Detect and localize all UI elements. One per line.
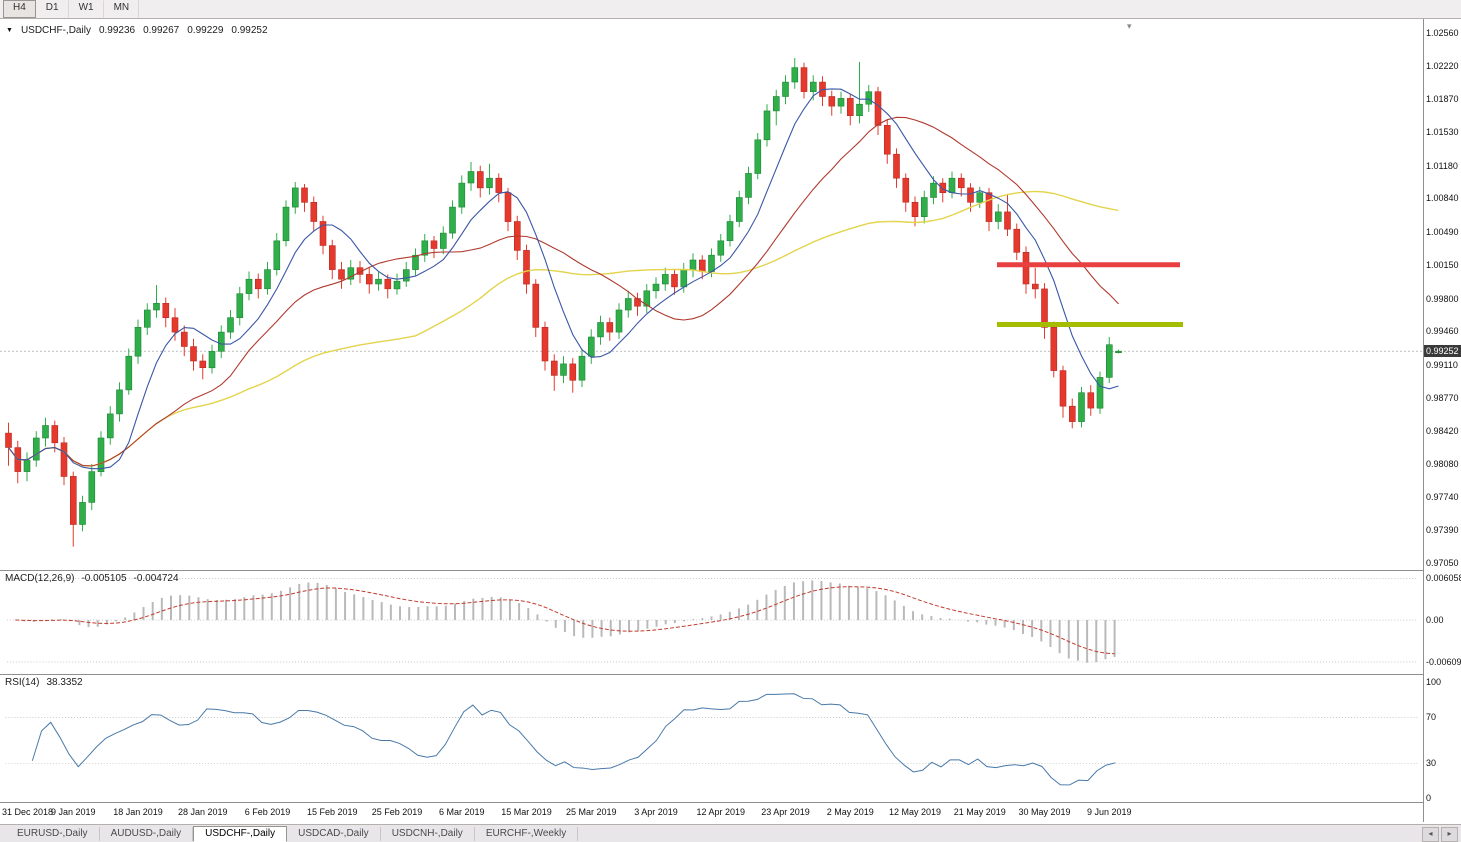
date-tick: 18 Jan 2019 <box>113 807 163 817</box>
macd-tick: 0.006058 <box>1426 572 1461 583</box>
date-tick: 12 May 2019 <box>888 807 942 817</box>
price-tick: 1.02220 <box>1426 60 1459 71</box>
rsi-tick: 30 <box>1426 758 1437 769</box>
price-tick: 0.97740 <box>1426 491 1459 502</box>
price-tick: 0.98080 <box>1426 458 1459 469</box>
timeframe-button-mn[interactable]: MN <box>104 0 140 18</box>
chart-expand-icon[interactable]: ▼ <box>6 27 13 34</box>
price-tick: 1.00840 <box>1426 193 1459 204</box>
timeframe-toolbar: H4 D1 W1 MN <box>0 0 1461 19</box>
date-tick: 6 Mar 2019 <box>438 807 485 817</box>
date-tick: 15 Mar 2019 <box>501 807 552 817</box>
ohlc-low: 0.99229 <box>187 25 224 36</box>
rsi-label: RSI(14) 38.3352 <box>5 677 83 688</box>
date-tick: 9 Jun 2019 <box>1086 807 1132 817</box>
price-tick: 0.99110 <box>1426 359 1458 370</box>
macd-name: MACD(12,26,9) <box>5 573 75 584</box>
chart-tab-usdcnh-daily[interactable]: USDCNH-,Daily <box>381 826 475 841</box>
date-tick: 25 Mar 2019 <box>565 807 617 817</box>
chart-shift-marker-icon[interactable]: ▾ <box>1127 21 1132 31</box>
price-tick: 1.00490 <box>1426 227 1459 238</box>
price-tick: 0.99800 <box>1426 293 1459 304</box>
macd-value-signal: -0.004724 <box>133 573 179 584</box>
price-tick: 0.99460 <box>1426 326 1459 337</box>
macd-label: MACD(12,26,9) -0.005105 -0.004724 <box>5 573 179 584</box>
ohlc-open: 0.99236 <box>98 25 136 36</box>
chart-symbol-label: USDCHF-,Daily <box>20 25 91 36</box>
rsi-value: 38.3352 <box>46 677 83 688</box>
macd-canvas[interactable] <box>0 570 1423 674</box>
price-tick: 0.97050 <box>1426 558 1459 568</box>
price-tick: 1.02560 <box>1426 28 1459 38</box>
ohlc-close: 0.99252 <box>231 25 268 36</box>
date-tick: 28 Jan 2019 <box>177 807 228 817</box>
date-tick: 9 Jan 2019 <box>50 807 96 817</box>
chart-tab-audusd-daily[interactable]: AUDUSD-,Daily <box>100 826 194 841</box>
chart-tabbar: EURUSD-,Daily AUDUSD-,Daily USDCHF-,Daily U… <box>0 824 1461 842</box>
price-tick: 1.00150 <box>1426 259 1459 270</box>
chart-tab-eurusd-daily[interactable]: EURUSD-,Daily <box>6 826 100 841</box>
date-tick: 2 May 2019 <box>826 807 874 817</box>
tab-scroll-right-icon[interactable]: ▸ <box>1441 827 1458 842</box>
chart-tab-usdchf-daily[interactable]: USDCHF-,Daily <box>193 825 288 842</box>
ohlc-high: 0.99267 <box>143 25 180 36</box>
date-tick: 23 Apr 2019 <box>761 807 810 817</box>
date-tick: 31 Dec 2018 <box>2 807 54 817</box>
timeframe-button-h4[interactable]: H4 <box>3 0 36 18</box>
macd-value-main: -0.005105 <box>81 573 127 584</box>
price-chart-canvas[interactable] <box>0 19 1423 570</box>
timeframe-button-w1[interactable]: W1 <box>69 0 104 18</box>
date-tick: 3 Apr 2019 <box>634 807 678 817</box>
tab-scroll-left-icon[interactable]: ◂ <box>1422 827 1439 842</box>
tab-scroll-arrows: ◂ ▸ <box>1422 827 1458 842</box>
macd-tick: 0.00 <box>1426 614 1444 625</box>
price-axis[interactable]: 0.99252 1.02560 1.02220 1.01870 1.01530 1.01… <box>1423 19 1461 822</box>
price-tick: 0.98770 <box>1426 392 1459 403</box>
date-tick: 30 May 2019 <box>1018 807 1071 817</box>
chart-tab-eurchf-weekly[interactable]: EURCHF-,Weekly <box>475 826 579 841</box>
price-tick: 1.01870 <box>1426 94 1459 105</box>
rsi-tick: 70 <box>1426 711 1437 722</box>
date-axis[interactable]: 31 Dec 2018 9 Jan 2019 18 Jan 2019 28 Jan 2… <box>0 802 1423 822</box>
chart-title: ▼ USDCHF-,Daily 0.99236 0.99267 0.99229 … <box>6 25 268 36</box>
date-tick: 25 Feb 2019 <box>371 807 423 817</box>
price-tick: 1.01180 <box>1426 160 1458 171</box>
price-tick: 0.98420 <box>1426 426 1459 437</box>
price-tick: 1.01530 <box>1426 127 1459 138</box>
price-tick: 0.97390 <box>1426 525 1459 536</box>
macd-tick: -0.006096 <box>1426 656 1461 667</box>
rsi-name: RSI(14) <box>5 677 40 688</box>
date-tick: 12 Apr 2019 <box>696 807 746 817</box>
date-tick: 6 Feb 2019 <box>244 807 291 817</box>
timeframe-button-d1[interactable]: D1 <box>36 0 69 18</box>
rsi-tick: 100 <box>1426 677 1442 687</box>
date-tick: 15 Feb 2019 <box>306 807 358 817</box>
rsi-canvas[interactable] <box>0 674 1423 802</box>
rsi-tick: 0 <box>1426 793 1432 803</box>
date-tick: 21 May 2019 <box>953 807 1006 817</box>
chart-tab-usdcad-daily[interactable]: USDCAD-,Daily <box>287 826 381 841</box>
current-price-badge: 0.99252 <box>1424 345 1461 358</box>
